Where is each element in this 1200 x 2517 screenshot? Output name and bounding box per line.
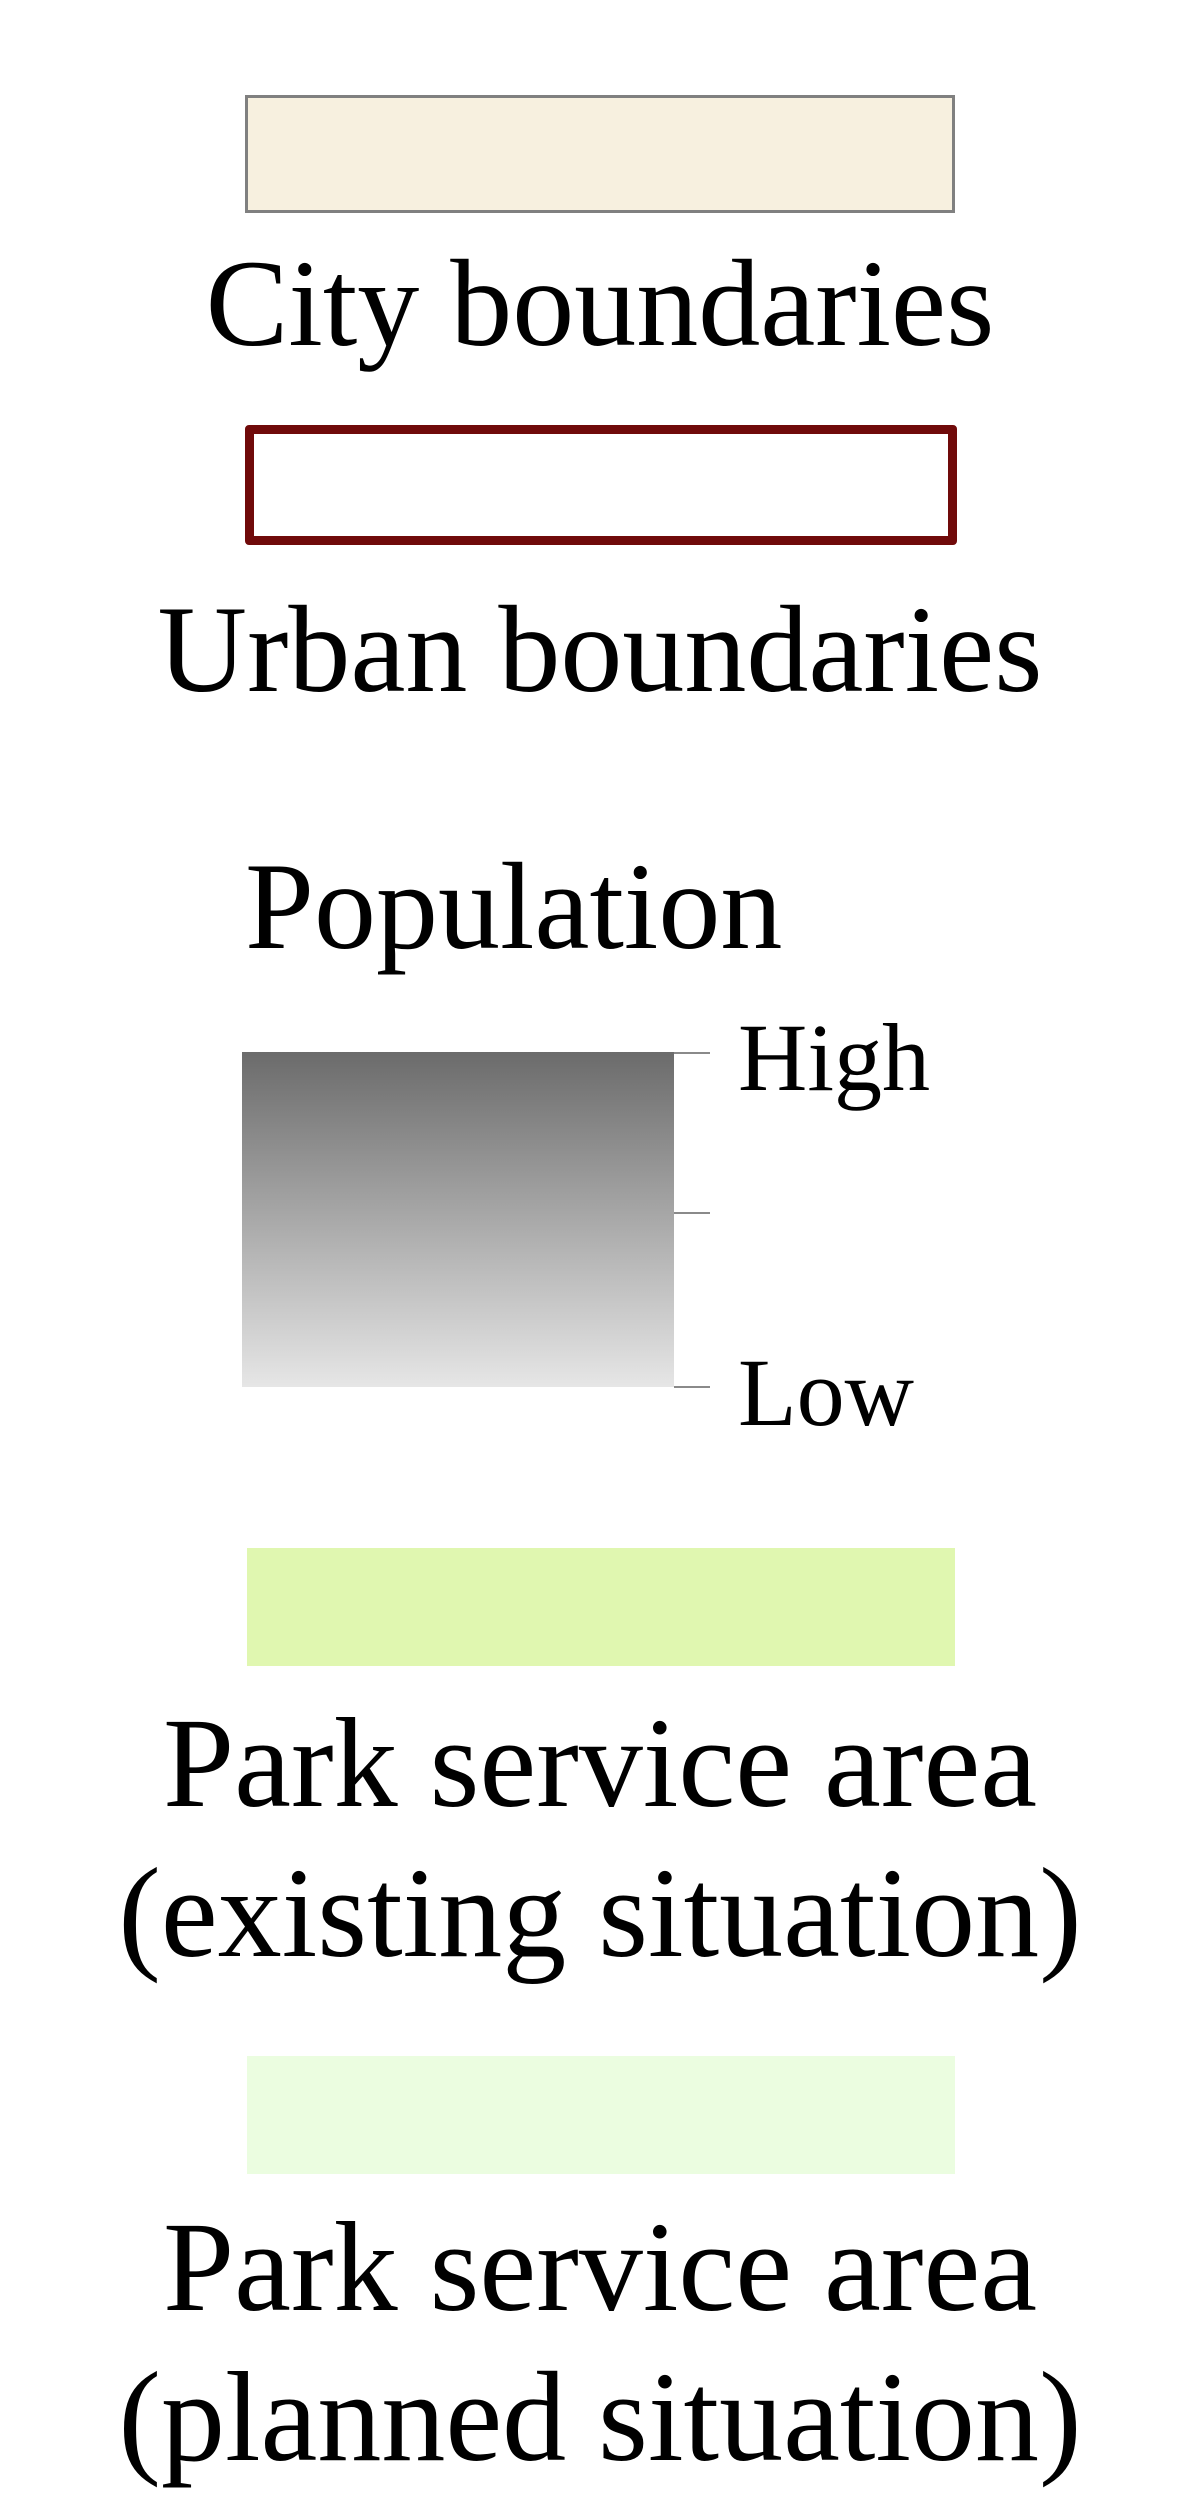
park-existing-label-line1: Park service area <box>162 1692 1038 1834</box>
park-existing-label-line2: (existing situation) <box>118 1842 1082 1984</box>
population-tick-low <box>674 1386 710 1388</box>
park-planned-label-line1: Park service area <box>162 2196 1038 2338</box>
city-boundaries-label: City boundaries <box>205 235 995 372</box>
park-service-area-planned-label: Park service area (planned situation) <box>0 2192 1200 2492</box>
population-color-ramp <box>242 1052 674 1387</box>
population-high-label: High <box>738 1004 930 1111</box>
population-title: Population <box>245 838 783 975</box>
population-low-label: Low <box>738 1339 914 1446</box>
park-planned-label-line2: (planned situation) <box>118 2346 1082 2488</box>
park-service-area-existing-label: Park service area (existing situation) <box>0 1688 1200 1988</box>
city-boundaries-swatch <box>245 95 955 213</box>
urban-boundaries-swatch <box>245 425 957 545</box>
park-service-area-planned-swatch <box>247 2056 955 2174</box>
population-tick-high <box>674 1052 710 1054</box>
population-tick-mid <box>674 1212 710 1214</box>
park-service-area-existing-swatch <box>247 1548 955 1666</box>
urban-boundaries-label: Urban boundaries <box>157 581 1043 718</box>
